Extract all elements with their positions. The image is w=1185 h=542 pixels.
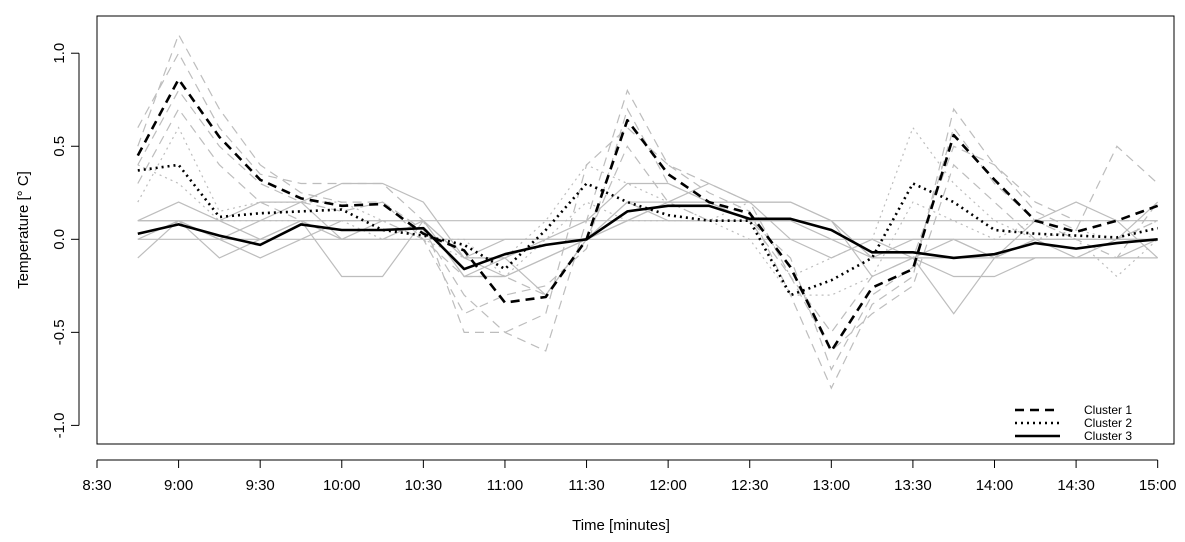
x-tick-label: 9:30	[246, 477, 275, 494]
x-tick-label: 11:00	[487, 477, 523, 494]
y-axis-title: Temperature [° C]	[15, 171, 32, 289]
background-series-group	[137, 33, 1159, 390]
x-tick-label: 13:00	[813, 477, 851, 494]
y-tick-label: -0.5	[51, 319, 68, 345]
legend-label-cluster-3: Cluster 3	[1084, 429, 1132, 443]
x-tick-label: 11:30	[568, 477, 604, 494]
x-tick-label: 10:30	[405, 477, 443, 494]
background-series-line-2	[137, 89, 1159, 372]
x-tick-label: 14:30	[1057, 477, 1095, 494]
y-tick-label: 0.0	[51, 229, 68, 250]
x-tick-label: 8:30	[82, 477, 111, 494]
cluster-3-line	[137, 204, 1158, 271]
legend-label-cluster-1: Cluster 1	[1084, 403, 1132, 417]
y-tick-label: -1.0	[51, 412, 68, 438]
x-tick-label: 12:30	[731, 477, 769, 494]
background-series-line-5	[137, 126, 1158, 278]
y-tick-label: 0.5	[51, 136, 68, 157]
x-tick-label: 12:00	[649, 477, 687, 494]
x-tick-label: 14:00	[976, 477, 1014, 494]
cluster-1-line	[136, 77, 1159, 353]
y-tick-label: 1.0	[51, 43, 68, 64]
y-axis: -1.0 -0.5 0.0 0.5 1.0	[51, 43, 80, 438]
x-axis: 8:30 9:00 9:30 10:00 10:30 11:00 11:30 12:00 12:…	[82, 459, 1177, 494]
x-tick-label: 13:30	[894, 477, 932, 494]
x-tick-label: 10:00	[323, 477, 361, 494]
cluster-series-group	[136, 77, 1159, 353]
x-tick-label: 15:00	[1139, 477, 1177, 494]
background-series-line-7	[137, 182, 1158, 278]
x-tick-label: 9:00	[164, 477, 193, 494]
background-series-line-10	[137, 182, 1159, 315]
plot-frame	[96, 15, 1175, 445]
x-axis-title: Time [minutes]	[572, 517, 670, 534]
legend-label-cluster-2: Cluster 2	[1084, 416, 1132, 430]
background-series-line-1	[137, 33, 1159, 390]
cluster-2-line	[137, 163, 1158, 297]
